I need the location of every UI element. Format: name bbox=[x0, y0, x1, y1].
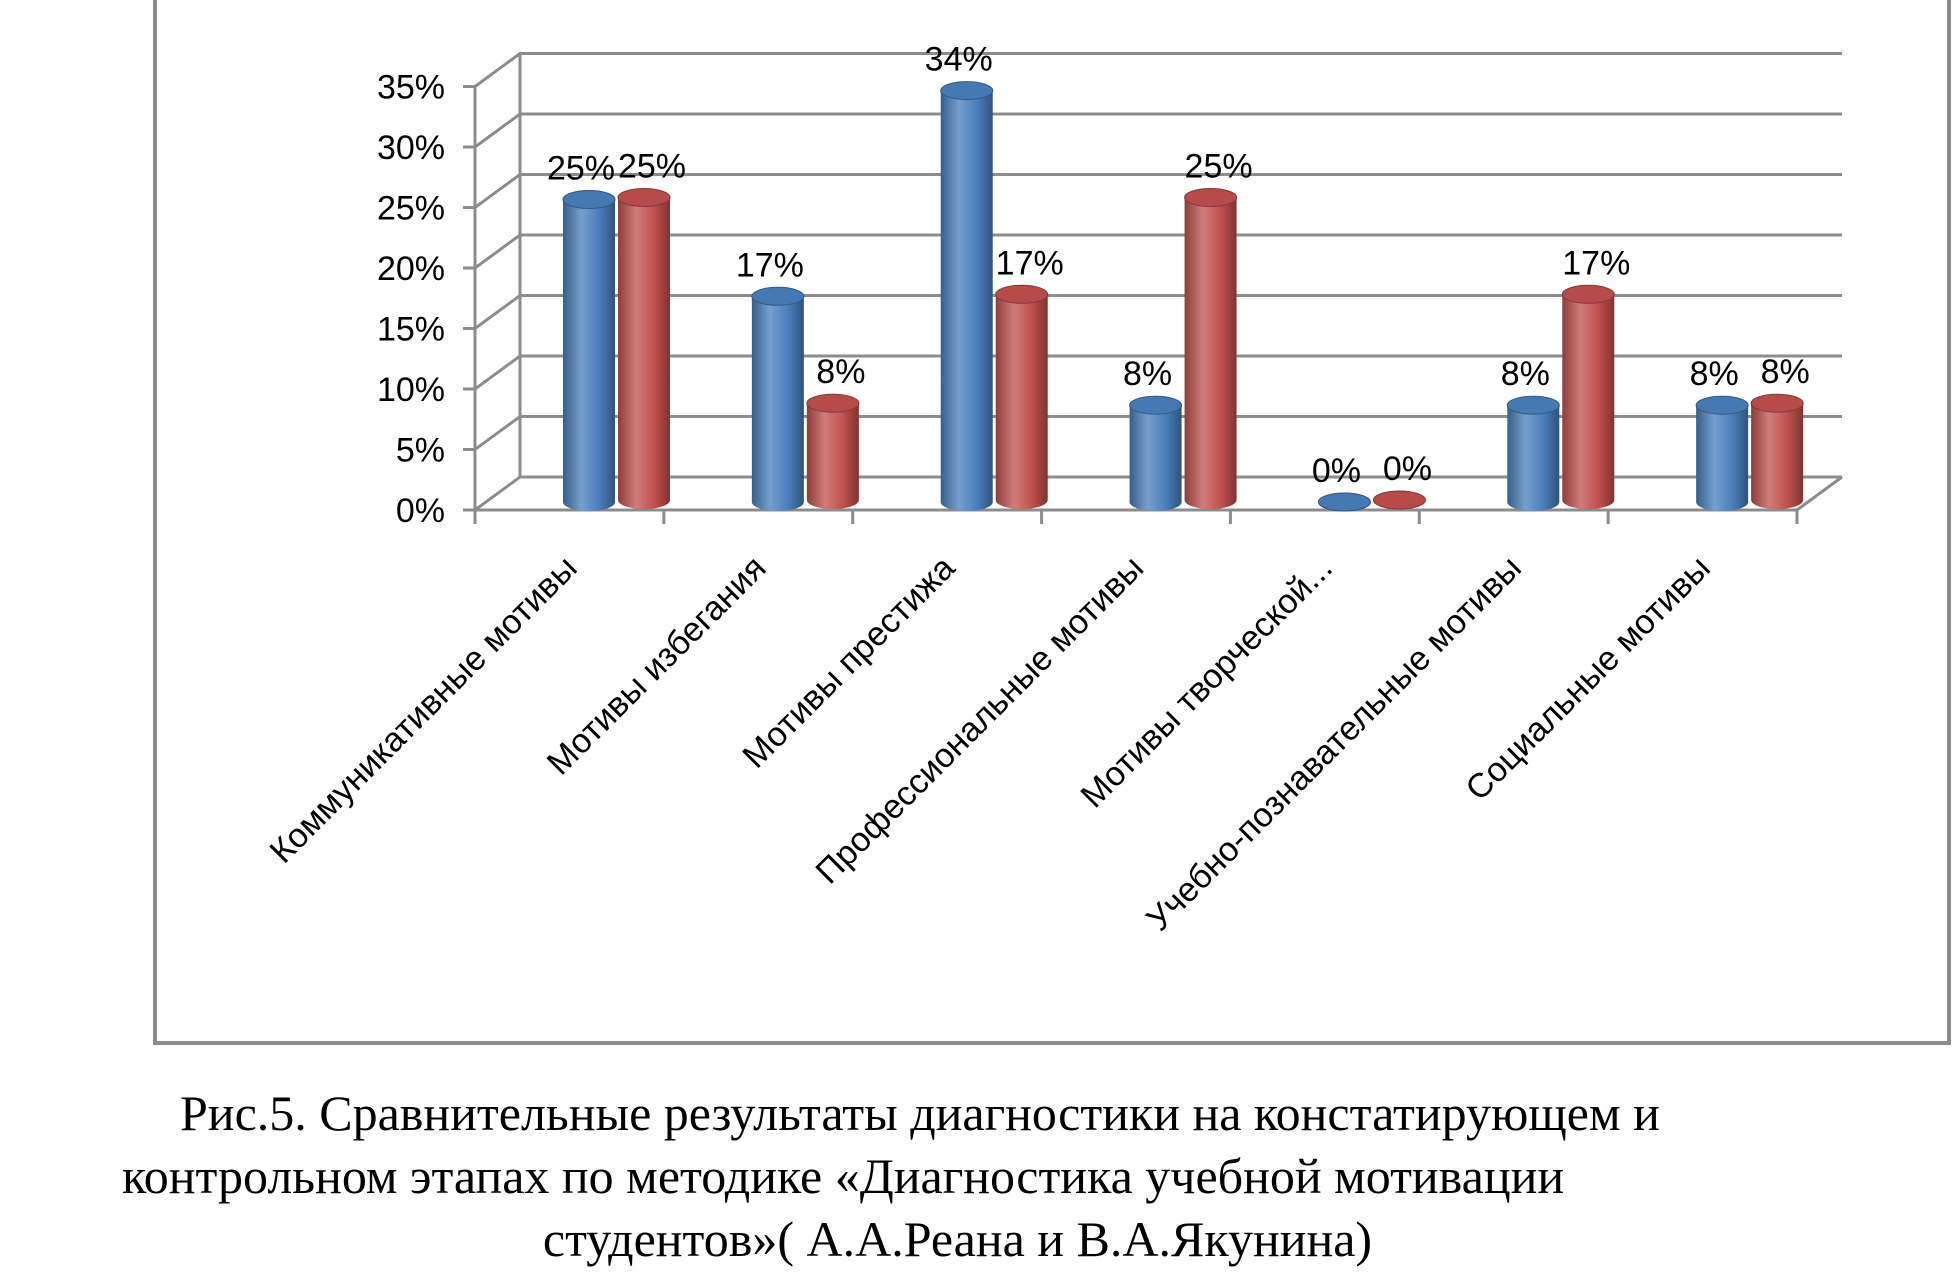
bar-top bbox=[1561, 284, 1615, 304]
bar bbox=[751, 296, 804, 511]
bar bbox=[806, 403, 859, 509]
data-label: 8% bbox=[1690, 355, 1739, 393]
bar bbox=[1562, 294, 1615, 509]
gridline bbox=[463, 354, 1842, 391]
bar-top bbox=[617, 188, 671, 207]
y-tick-label: 15% bbox=[377, 311, 445, 349]
bar bbox=[995, 294, 1048, 509]
y-tick-label: 20% bbox=[377, 250, 445, 288]
data-label: 8% bbox=[1761, 353, 1810, 391]
y-tick-label: 35% bbox=[377, 69, 445, 107]
caption-line-3: студентов»( А.А.Реана и В.А.Якунина) bbox=[542, 1211, 1373, 1267]
bar-top bbox=[1695, 395, 1749, 415]
y-tick-label: 0% bbox=[396, 492, 445, 530]
category-label: Учебно-познавательные мотивы bbox=[1139, 549, 1529, 939]
bar bbox=[1184, 197, 1237, 509]
y-tick-label: 30% bbox=[377, 129, 445, 167]
bar bbox=[940, 90, 993, 511]
y-tick-label: 5% bbox=[396, 432, 445, 470]
caption-line-1: Рис.5. Сравнительные результаты диагност… bbox=[180, 1085, 1660, 1141]
y-tick-label: 10% bbox=[377, 371, 445, 409]
data-label: 34% bbox=[925, 41, 993, 79]
figure-caption: Рис.5. Сравнительные результаты диагност… bbox=[0, 1082, 1955, 1271]
bar-top bbox=[1129, 395, 1183, 415]
bar-top bbox=[940, 81, 994, 101]
data-label: 8% bbox=[1501, 355, 1550, 393]
bar-top bbox=[1750, 393, 1804, 413]
bar-top bbox=[1184, 188, 1238, 207]
gridline bbox=[463, 112, 1842, 149]
gridline bbox=[463, 233, 1842, 270]
bar bbox=[1751, 403, 1804, 509]
bar-top bbox=[1317, 492, 1371, 512]
bar-top bbox=[1372, 490, 1426, 510]
bar bbox=[1129, 405, 1182, 511]
bar bbox=[618, 197, 670, 509]
bar-top bbox=[1506, 395, 1560, 415]
category-label: Профессиональные мотивы bbox=[809, 549, 1152, 892]
bar bbox=[1696, 405, 1749, 511]
data-label: 25% bbox=[1185, 148, 1253, 186]
data-label: 8% bbox=[1123, 355, 1172, 393]
data-label: 25% bbox=[618, 148, 686, 186]
data-label: 17% bbox=[996, 244, 1064, 282]
category-label: Коммуникативные мотивы bbox=[263, 549, 585, 871]
y-tick-label: 25% bbox=[377, 190, 445, 228]
data-label: 0% bbox=[1312, 452, 1361, 490]
data-label: 8% bbox=[816, 353, 865, 391]
bar bbox=[1507, 405, 1560, 511]
bar-chart: 0%5%10%15%20%25%30%35%25% 25%17%8%34%17%8… bbox=[263, 41, 1843, 939]
bar bbox=[563, 199, 615, 511]
data-label: 17% bbox=[736, 246, 804, 284]
caption-line-2: контрольном этапах по методике «Диагност… bbox=[122, 1148, 1565, 1204]
data-label: 17% bbox=[1562, 244, 1630, 282]
bar-top bbox=[562, 190, 616, 209]
bar-top bbox=[751, 286, 805, 306]
category-label: Мотивы престижа bbox=[735, 549, 962, 776]
gridline bbox=[463, 294, 1842, 330]
gridline bbox=[463, 173, 1842, 209]
gridline bbox=[463, 52, 1842, 88]
data-label: 0% bbox=[1383, 450, 1432, 488]
bar-top bbox=[806, 393, 860, 413]
bar-top bbox=[995, 284, 1049, 304]
data-label: 25% bbox=[547, 150, 615, 188]
